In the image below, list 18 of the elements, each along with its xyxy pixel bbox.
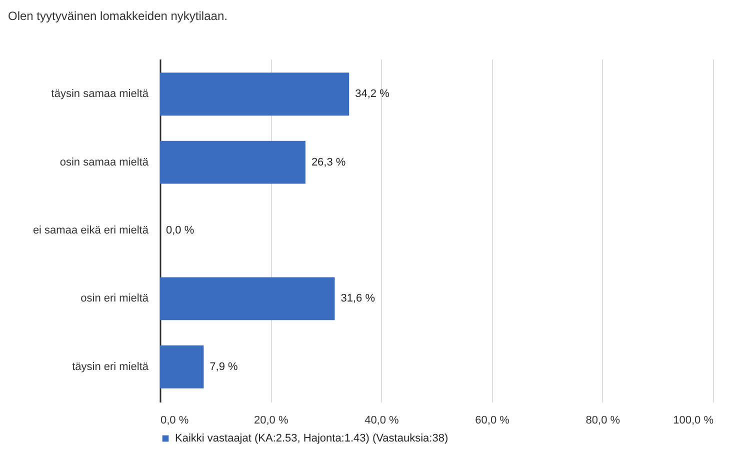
y-tick-label: täysin eri mieltä: [72, 360, 150, 373]
x-tick-label: 20,0 %: [254, 414, 288, 426]
data-label: 34,2 %: [355, 88, 390, 100]
data-label: 31,6 %: [340, 292, 376, 305]
chart-title: Olen tyytyväinen lomakkeiden nykytilaan.: [8, 9, 228, 23]
y-tick-label: osin samaa mieltä: [60, 156, 150, 168]
x-tick-label: 0,0 %: [160, 414, 189, 426]
data-label: 7,9 %: [210, 360, 238, 373]
data-label: 0,0 %: [166, 224, 194, 236]
x-tick-label: 80,0 %: [586, 414, 620, 426]
x-tick-label: 100,0 %: [673, 414, 714, 426]
y-tick-label: osin eri mieltä: [80, 292, 150, 305]
legend-label: Kaikki vastaajat (KA:2.53, Hajonta:1.43) (Vastauksia:38): [175, 432, 448, 444]
x-tick-label: 40,0 %: [364, 414, 400, 426]
y-tick-label: ei samaa eikä eri mieltä: [32, 224, 150, 236]
data-label: 26,3 %: [311, 156, 346, 168]
y-tick-label: täysin samaa mieltä: [51, 88, 150, 100]
x-tick-label: 60,0 %: [475, 414, 510, 426]
